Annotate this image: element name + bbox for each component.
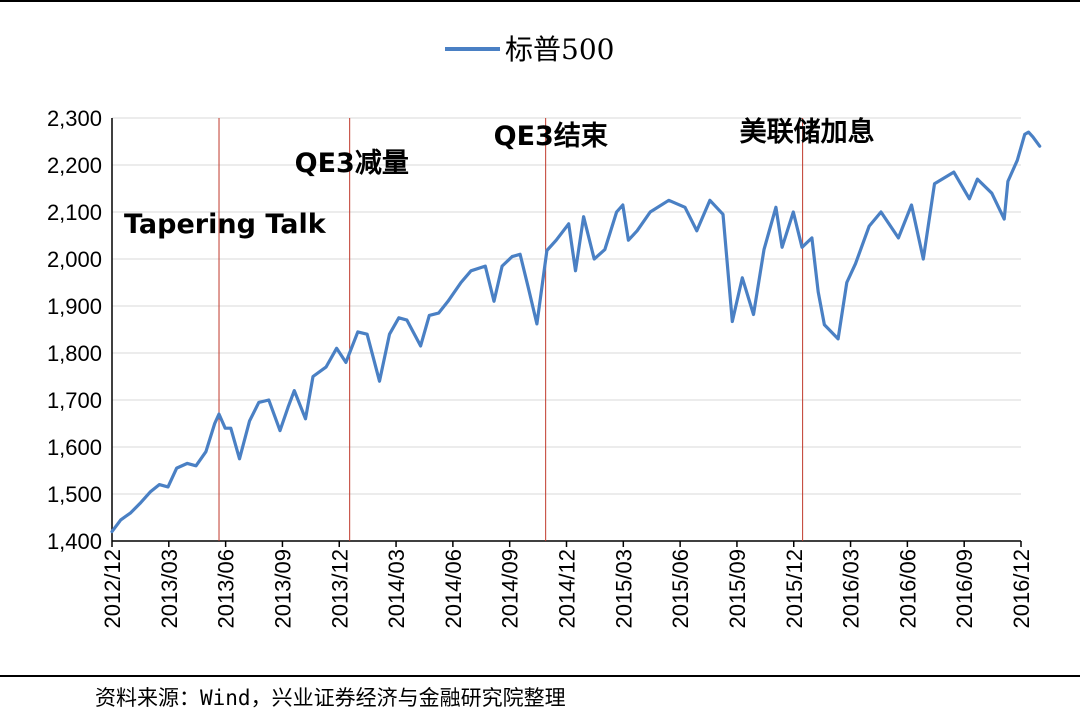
y-tick-label: 1,400 xyxy=(47,529,102,554)
y-gridlines xyxy=(112,117,1021,495)
sp500-line xyxy=(110,130,1042,534)
x-tick-label: 2014/03 xyxy=(384,549,409,629)
x-tick-label: 2013/03 xyxy=(157,549,182,629)
x-tick-label: 2013/12 xyxy=(327,549,352,629)
x-tick-label: 2014/09 xyxy=(498,549,523,629)
event-label: 美联储加息 xyxy=(740,116,875,148)
x-tick-label: 2015/12 xyxy=(782,549,807,629)
x-tick-label: 2015/03 xyxy=(611,549,636,629)
x-axis: 2012/12 2013/03 2013/06 2013/09 2013/12 2014/… xyxy=(100,540,1034,629)
y-axis: 2,300 2,200 2,100 2,000 1,900 1,800 1,700 1,600… xyxy=(47,106,113,554)
event-lines: Tapering Talk QE3减量 QE3结束 美联储加息 xyxy=(124,116,875,541)
y-tick-label: 1,800 xyxy=(47,341,102,366)
event-label: QE3结束 xyxy=(494,121,608,152)
x-tick-label: 2016/03 xyxy=(839,549,864,629)
x-tick-label: 2013/09 xyxy=(270,549,295,629)
x-tick-label: 2016/12 xyxy=(1009,549,1034,629)
x-tick-label: 2015/09 xyxy=(725,549,750,629)
y-tick-label: 1,900 xyxy=(47,294,102,319)
source-note: 资料来源：Wind，兴业证券经济与金融研究院整理 xyxy=(95,686,566,710)
x-tick-label: 2013/06 xyxy=(214,549,239,629)
y-tick-label: 2,100 xyxy=(47,200,102,225)
y-tick-label: 1,600 xyxy=(47,435,102,460)
y-tick-label: 1,700 xyxy=(47,388,102,413)
series-layer xyxy=(110,130,1042,534)
y-tick-label: 1,500 xyxy=(47,482,102,507)
legend: 标普500 xyxy=(445,33,614,66)
x-tick-label: 2014/12 xyxy=(555,549,580,629)
event-label: QE3减量 xyxy=(295,148,409,179)
x-tick-label: 2016/06 xyxy=(895,549,920,629)
x-tick-label: 2016/09 xyxy=(952,549,977,629)
legend-label: 标普500 xyxy=(505,33,614,66)
y-tick-label: 2,000 xyxy=(47,247,102,272)
x-tick-label: 2015/06 xyxy=(668,549,693,629)
y-tick-label: 2,300 xyxy=(47,106,102,131)
y-tick-label: 2,200 xyxy=(47,153,102,178)
x-tick-label: 2012/12 xyxy=(100,549,125,629)
event-label: Tapering Talk xyxy=(124,209,327,240)
x-tick-label: 2014/06 xyxy=(441,549,466,629)
